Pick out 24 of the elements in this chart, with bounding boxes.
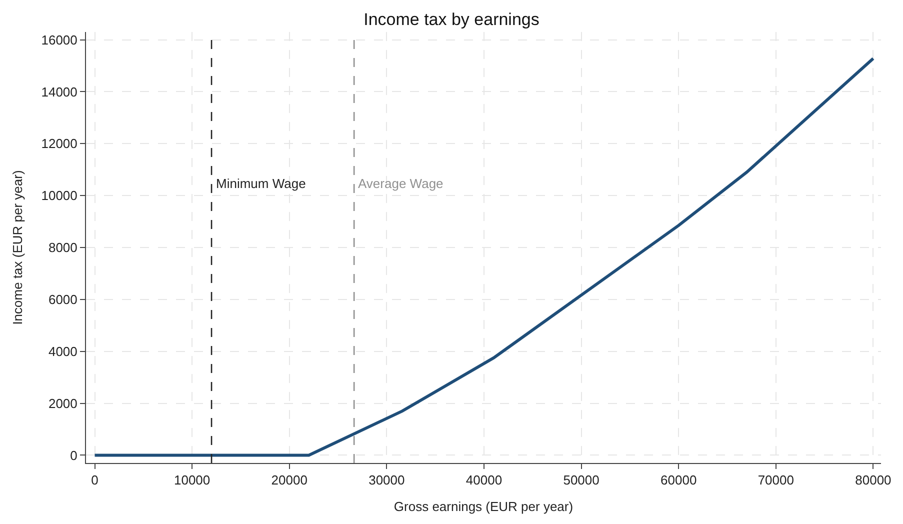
x-axis-title: Gross earnings (EUR per year)	[394, 499, 574, 514]
y-tick-label: 4000	[48, 344, 78, 359]
y-tick-label: 6000	[48, 292, 78, 307]
y-tick-label: 8000	[48, 240, 78, 256]
y-tick-label: 0	[70, 448, 78, 463]
x-tick-label: 80000	[855, 472, 892, 488]
x-tick-label: 40000	[466, 472, 502, 488]
x-tick-label: 10000	[174, 472, 210, 488]
ref-line-label: Minimum Wage	[216, 176, 306, 191]
x-tick-label: 50000	[563, 472, 600, 488]
ref-line-label: Average Wage	[358, 176, 444, 191]
y-tick-label: 14000	[41, 84, 78, 100]
x-tick-label: 0	[91, 472, 98, 488]
x-tick-label: 70000	[758, 472, 794, 488]
line-series	[93, 56, 875, 457]
y-tick-label: 16000	[41, 32, 78, 48]
y-axis-title: Income tax (EUR per year)	[10, 170, 26, 325]
y-tick-label: 12000	[41, 136, 78, 152]
x-tick-label: 20000	[271, 472, 308, 488]
y-tick-label: 2000	[48, 396, 78, 411]
y-tick-label: 10000	[41, 188, 78, 204]
x-tick-label: 60000	[660, 472, 697, 488]
x-tick-label: 30000	[368, 472, 405, 488]
chart-title: Income tax by earnings	[364, 10, 540, 29]
